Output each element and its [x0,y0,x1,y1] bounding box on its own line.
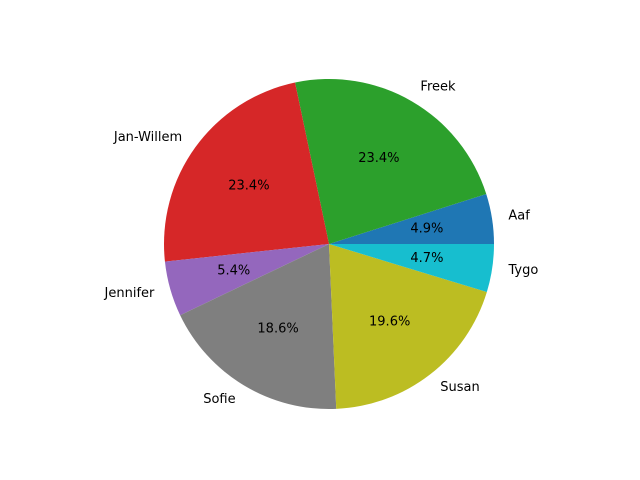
pie-percent-label-aaf: 4.9% [410,221,443,236]
pie-slice-sofie [180,244,337,409]
pie-percent-label-jan-willem: 23.4% [228,178,269,193]
pie-slices [163,79,494,409]
pie-slice-susan [329,244,487,409]
pie-slice-freek [295,79,487,245]
pie-category-label-jennifer: Jennifer [104,286,155,301]
pie-slice-jan-willem [163,82,329,262]
pie-category-label-sofie: Sofie [203,392,235,407]
pie-category-labels: Aaf Freek Jan-Willem Jennifer Sofie Susan Tygo [104,80,539,407]
pie-category-label-susan: Susan [440,380,479,395]
pie-category-label-jan-willem: Jan-Willem [113,130,182,145]
pie-category-label-aaf: Aaf [508,209,530,224]
pie-slice-jennifer [164,244,329,316]
pie-percent-label-susan: 19.6% [369,315,410,330]
pie-category-label-tygo: Tygo [508,263,539,278]
pie-slice-aaf [329,193,494,244]
pie-percent-labels: 4.9% 23.4% 23.4% 5.4% 18.6% 19.6% 4.7% [217,151,443,336]
pie-percent-label-tygo: 4.7% [410,251,443,266]
pie-percent-label-freek: 23.4% [358,151,399,166]
pie-category-label-freek: Freek [420,80,456,95]
pie-percent-label-sofie: 18.6% [257,321,298,336]
pie-percent-label-jennifer: 5.4% [217,264,250,279]
pie-slice-tygo [329,244,494,293]
